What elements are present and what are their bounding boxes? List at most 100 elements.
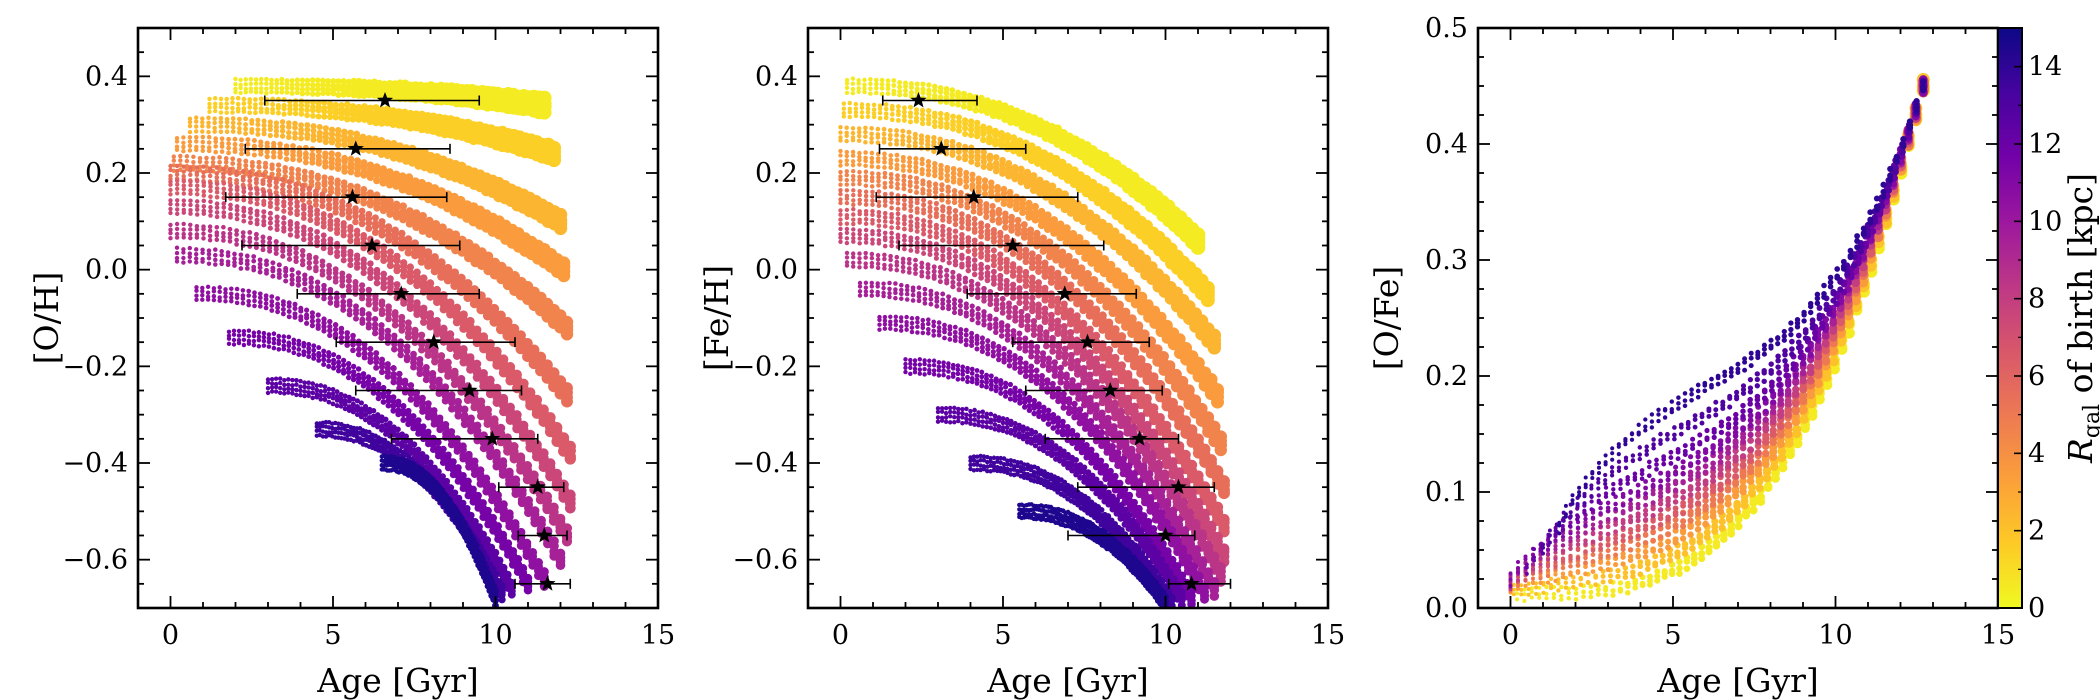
data-point <box>367 355 374 362</box>
data-point <box>280 311 286 317</box>
data-point <box>321 113 328 120</box>
data-point <box>528 547 538 557</box>
data-point <box>439 445 447 453</box>
star-marker <box>347 140 364 156</box>
data-point <box>975 175 982 182</box>
data-point <box>536 515 546 526</box>
data-point <box>279 133 286 139</box>
data-point <box>300 257 306 264</box>
data-point <box>234 204 240 209</box>
data-point <box>405 173 414 182</box>
data-point <box>390 398 397 405</box>
data-point <box>372 300 379 307</box>
data-point <box>321 295 327 302</box>
data-point <box>410 418 417 425</box>
data-point <box>214 189 220 195</box>
data-point <box>236 162 242 168</box>
data-point <box>316 357 322 363</box>
data-point <box>230 124 236 130</box>
data-point <box>488 577 496 585</box>
data-point <box>261 214 267 220</box>
data-point <box>989 208 996 216</box>
data-point <box>316 129 323 136</box>
data-point <box>841 101 846 106</box>
data-point <box>188 207 193 213</box>
data-point <box>1025 199 1033 208</box>
data-point <box>174 221 180 227</box>
data-point <box>322 163 329 170</box>
data-point <box>258 81 264 86</box>
data-point <box>434 445 442 452</box>
data-point <box>213 136 219 141</box>
data-point <box>341 133 348 141</box>
data-point <box>950 118 956 125</box>
data-point <box>281 338 287 344</box>
data-point <box>328 135 336 143</box>
data-point <box>412 209 421 218</box>
data-point <box>230 96 235 101</box>
data-point <box>359 316 366 323</box>
x-tick-label: 5 <box>324 620 341 651</box>
data-point <box>338 396 344 402</box>
data-point <box>217 289 222 295</box>
data-point <box>304 107 310 113</box>
data-point <box>247 104 253 110</box>
data-point <box>219 252 224 258</box>
data-point <box>274 81 280 87</box>
data-point <box>499 393 509 404</box>
data-point <box>498 457 508 466</box>
data-point <box>193 251 199 257</box>
data-point <box>294 208 300 214</box>
data-point <box>888 171 894 177</box>
data-point <box>340 87 347 94</box>
data-point <box>326 353 332 359</box>
data-point <box>347 256 354 263</box>
data-point <box>265 386 271 391</box>
data-point <box>213 144 219 149</box>
data-point <box>205 290 211 295</box>
data-point <box>264 86 269 92</box>
data-point <box>248 186 253 191</box>
data-point <box>407 438 414 445</box>
data-point <box>290 148 296 155</box>
data-point <box>343 115 351 123</box>
data-point <box>442 430 450 438</box>
data-point <box>353 303 359 310</box>
data-point <box>326 358 332 364</box>
data-point <box>901 105 907 111</box>
data-point <box>266 339 272 345</box>
data-point <box>181 235 186 240</box>
data-point <box>972 107 979 114</box>
data-point <box>261 218 267 224</box>
data-point <box>270 260 276 266</box>
data-point <box>234 300 240 306</box>
data-point <box>869 126 874 131</box>
data-point <box>347 248 354 255</box>
data-point <box>396 376 403 383</box>
data-point <box>184 158 190 164</box>
data-point <box>279 80 285 86</box>
data-point <box>265 380 271 385</box>
data-point <box>269 171 275 177</box>
data-point <box>264 106 270 112</box>
data-point <box>200 123 205 129</box>
data-point <box>479 530 487 539</box>
data-point <box>354 170 361 178</box>
data-point <box>302 159 309 166</box>
data-point <box>294 220 300 227</box>
data-point <box>322 150 329 157</box>
data-point <box>212 120 217 126</box>
data-point <box>287 205 294 212</box>
data-point <box>366 161 375 169</box>
data-point <box>314 91 321 97</box>
data-point <box>1006 188 1014 196</box>
data-point <box>293 250 299 256</box>
data-point <box>277 385 283 391</box>
data-point <box>444 363 452 372</box>
data-point <box>894 128 900 134</box>
data-point <box>380 384 387 391</box>
data-point <box>299 82 306 88</box>
data-point <box>292 106 299 112</box>
data-point <box>856 78 861 83</box>
data-point <box>430 407 438 415</box>
